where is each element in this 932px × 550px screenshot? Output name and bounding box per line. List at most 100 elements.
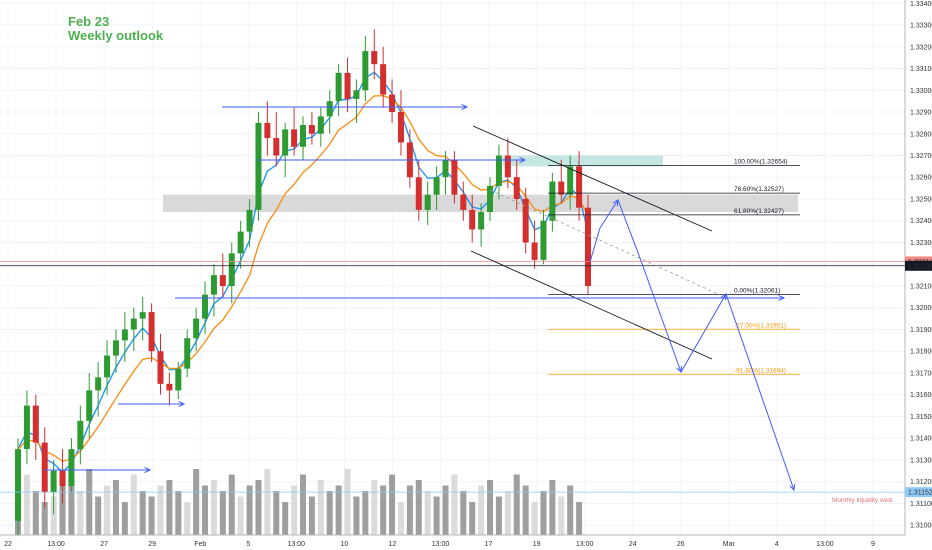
grid [0, 0, 905, 535]
volume-bar [139, 491, 146, 535]
chart-title: Feb 23 [68, 14, 110, 29]
volume-bar [255, 480, 262, 535]
volume-bar [104, 485, 111, 535]
volume-bar [130, 474, 137, 535]
volume-bar [210, 480, 217, 535]
candle-body [121, 329, 128, 341]
y-tick-label: 1.31800 [910, 349, 932, 356]
level-arrow-head [144, 466, 152, 474]
candle-body [442, 159, 449, 178]
level-arrow-head [461, 103, 469, 111]
candle-body [397, 112, 404, 143]
volume-bar [397, 502, 404, 535]
candle-body [317, 116, 324, 134]
candle-body [424, 194, 431, 210]
x-tick-label: 13:00 [432, 541, 450, 548]
volume-bar [184, 502, 191, 535]
volume-bar [112, 480, 119, 535]
volume-bar [264, 469, 271, 535]
y-tick-label: 1.32300 [910, 240, 932, 247]
candle-body [460, 194, 467, 210]
volume-bar [41, 502, 48, 535]
candle-body [335, 72, 342, 102]
x-tick-label: 13:00 [816, 541, 834, 548]
projection-line [617, 199, 641, 259]
volume-bar [246, 485, 253, 535]
x-tick-label: 29 [148, 541, 156, 548]
volume-bar [442, 485, 449, 535]
candle-body [308, 125, 315, 134]
x-tick-label: Mar [723, 541, 736, 548]
candle-body [415, 177, 422, 210]
y-tick-label: 1.32800 [910, 131, 932, 138]
projection-arrow [680, 293, 727, 373]
projection-line [589, 227, 601, 263]
candle-body [567, 166, 574, 195]
volume-bar [166, 480, 173, 535]
candle-body [291, 129, 298, 147]
candle-body [362, 51, 369, 91]
x-tick-label: 13:00 [576, 541, 594, 548]
x-tick-label: 26 [677, 541, 685, 548]
volume-bar [219, 491, 226, 535]
volume-bar [478, 485, 485, 535]
level-arrow-head [519, 156, 527, 164]
y-tick-label: 1.33000 [910, 88, 932, 95]
x-tick-label: 4 [775, 541, 779, 548]
volume-bar [193, 469, 200, 535]
y-tick-label: 1.32000 [910, 305, 932, 312]
y-tick-label: 1.31000 [910, 523, 932, 530]
candle-body [95, 377, 102, 391]
fib-level-label: 100.00%(1.32654) [734, 159, 788, 166]
candle-body [77, 420, 84, 450]
candle-body [576, 166, 583, 208]
volume-bar [175, 491, 182, 535]
volume-bar [531, 502, 538, 535]
x-tick-label: 17 [485, 541, 493, 548]
x-tick-label: 19 [533, 541, 541, 548]
volume-bar [504, 491, 511, 535]
volume-bar [121, 502, 128, 535]
y-tick-label: 1.33300 [910, 23, 932, 30]
volume-bar [576, 502, 583, 535]
volume-bar [389, 474, 396, 535]
x-tick-label: 5 [246, 541, 250, 548]
x-tick-label: 27 [100, 541, 108, 548]
projection-arrow-head [789, 483, 796, 492]
candle-body [504, 155, 511, 178]
volume-bar [406, 485, 413, 535]
candle-body [380, 64, 387, 95]
candle-body [344, 72, 351, 99]
y-tick-label: 1.33400 [910, 1, 932, 8]
y-tick-label: 1.31600 [910, 392, 932, 399]
x-tick-label: 10 [340, 541, 348, 548]
volume-bar [522, 485, 529, 535]
candle-body [166, 383, 173, 391]
volume-bar [540, 491, 547, 535]
fib-level-label: -27.00%(1.31901) [734, 322, 786, 329]
fib-level-label: 0.00%(1.32061) [734, 287, 780, 294]
volume-bar [68, 480, 75, 535]
y-tick-label: 1.32100 [910, 283, 932, 290]
x-tick-label: 22 [4, 541, 12, 548]
time-axis: 22 13:00 27 29 Feb 5 13:00 10 12 13:00 17 19 13:00 24… [0, 534, 905, 548]
candle-body [228, 253, 235, 286]
volume-bars [15, 469, 583, 535]
candle-body [433, 177, 440, 195]
volume-bar [273, 491, 280, 535]
candle-body [210, 275, 217, 295]
candle-body [246, 209, 253, 232]
x-tick-label: Feb [194, 541, 206, 548]
y-tick-label: 1.31300 [910, 457, 932, 464]
volume-bar [282, 502, 289, 535]
candle-body [157, 351, 164, 384]
volume-bar [95, 496, 102, 535]
level-arrow-head [178, 400, 186, 408]
volume-bar [317, 480, 324, 535]
fib-level-label: -61.80%(1.31694) [734, 367, 786, 374]
x-tick-label: 13:00 [288, 541, 306, 548]
volume-bar [567, 485, 574, 535]
x-tick-label: 12 [389, 541, 397, 548]
candle-body [237, 231, 244, 254]
